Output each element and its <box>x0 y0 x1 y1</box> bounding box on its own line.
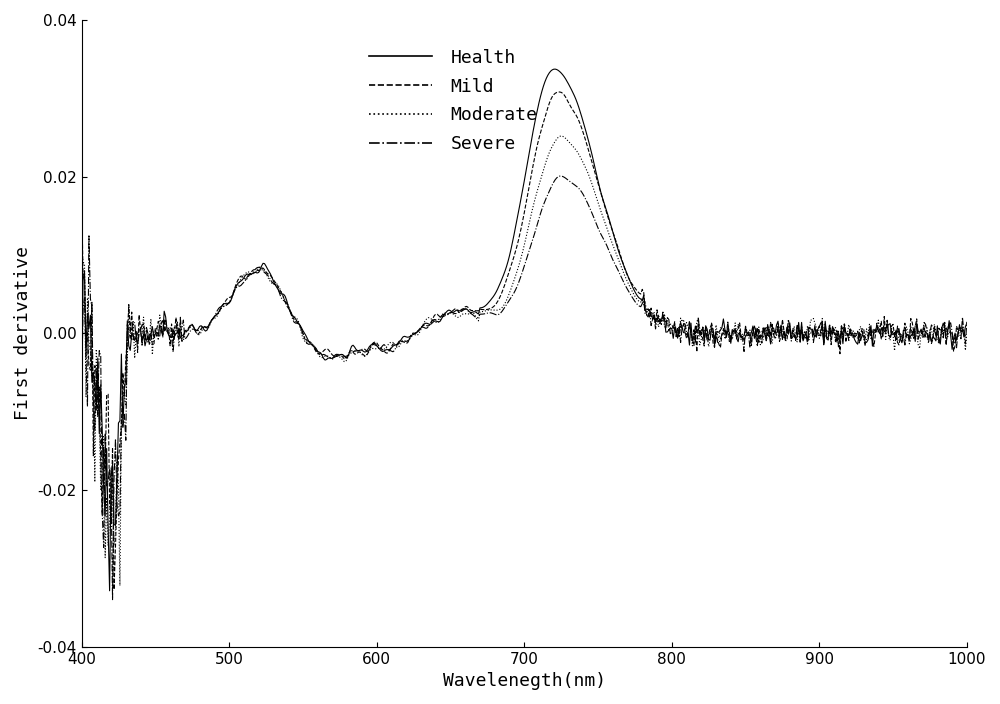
Health <box>936 324 948 332</box>
Mild <box>784 327 796 335</box>
Line: Moderate: Moderate <box>82 136 967 586</box>
Health <box>76 405 88 413</box>
Health <box>242 270 254 279</box>
Moderate <box>76 249 88 258</box>
Severe <box>107 596 119 604</box>
Moderate <box>936 326 948 334</box>
X-axis label: Wavelenegth(nm): Wavelenegth(nm) <box>443 672 606 690</box>
Moderate <box>905 336 917 344</box>
Severe <box>555 172 567 180</box>
Severe <box>784 322 796 331</box>
Moderate <box>961 330 973 339</box>
Moderate <box>242 268 254 276</box>
Severe <box>961 318 973 326</box>
Moderate <box>784 328 796 337</box>
Severe <box>242 271 254 279</box>
Line: Severe: Severe <box>82 176 967 600</box>
Health <box>369 341 381 349</box>
Mild <box>905 314 917 322</box>
Mild <box>961 334 973 342</box>
Line: Mild: Mild <box>82 92 967 589</box>
Moderate <box>369 344 381 353</box>
Severe <box>76 393 88 401</box>
Mild <box>242 272 254 281</box>
Mild <box>133 310 145 319</box>
Health <box>961 319 973 327</box>
Severe <box>936 325 948 333</box>
Severe <box>905 322 917 331</box>
Y-axis label: First derivative: First derivative <box>14 246 32 420</box>
Severe <box>369 339 381 348</box>
Health <box>104 586 116 595</box>
Mild <box>554 88 566 96</box>
Legend: Health, Mild, Moderate, Severe: Health, Mild, Moderate, Severe <box>362 42 545 161</box>
Moderate <box>114 582 126 590</box>
Line: Health: Health <box>82 69 967 591</box>
Mild <box>76 193 88 201</box>
Moderate <box>133 324 145 332</box>
Mild <box>369 338 381 346</box>
Health <box>133 326 145 334</box>
Moderate <box>555 132 567 140</box>
Health <box>784 319 796 327</box>
Mild <box>936 323 948 332</box>
Severe <box>133 329 145 338</box>
Health <box>549 65 561 73</box>
Mild <box>108 585 120 593</box>
Health <box>905 332 917 340</box>
